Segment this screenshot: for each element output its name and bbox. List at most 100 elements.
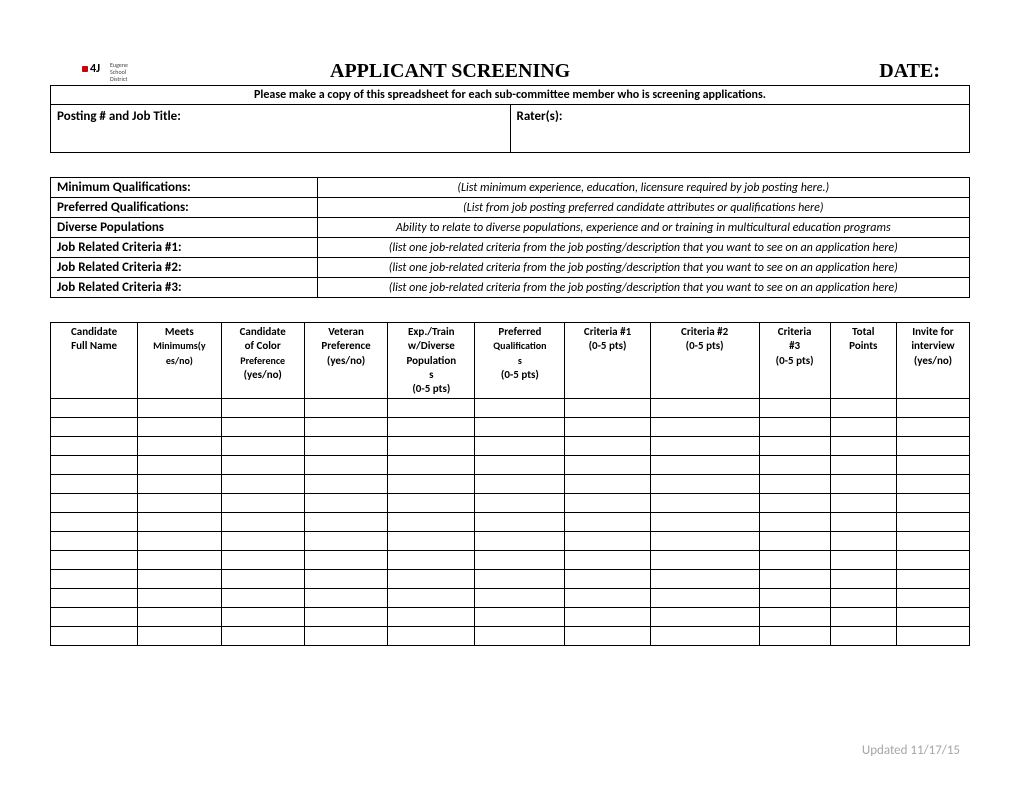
- table-cell: [830, 589, 896, 608]
- table-cell: [138, 494, 221, 513]
- table-cell: [304, 399, 387, 418]
- qualification-label: Job Related Criteria #3:: [51, 278, 318, 298]
- table-cell: [388, 513, 475, 532]
- table-cell: [51, 513, 138, 532]
- table-cell: [304, 627, 387, 646]
- table-cell: [830, 608, 896, 627]
- table-cell: [896, 494, 969, 513]
- qualification-row: Diverse PopulationsAbility to relate to …: [51, 218, 970, 238]
- table-cell: [475, 589, 565, 608]
- table-cell: [51, 418, 138, 437]
- table-cell: [896, 418, 969, 437]
- qualification-desc: Ability to relate to diverse populations…: [317, 218, 970, 238]
- table-cell: [475, 418, 565, 437]
- candidate-table: CandidateFull NameMeetsMinimums(yes/no)C…: [50, 322, 970, 646]
- table-cell: [759, 494, 830, 513]
- table-row: [51, 551, 970, 570]
- table-cell: [830, 418, 896, 437]
- table-cell: [304, 589, 387, 608]
- table-cell: [138, 589, 221, 608]
- table-cell: [565, 608, 650, 627]
- table-cell: [759, 532, 830, 551]
- logo-sub-text: EugeneSchoolDistrict: [110, 62, 128, 83]
- table-cell: [830, 399, 896, 418]
- raters-label: Rater(s):: [510, 105, 970, 153]
- table-cell: [51, 475, 138, 494]
- header-row: 4J EugeneSchoolDistrict APPLICANT SCREEN…: [50, 60, 970, 83]
- table-row: [51, 494, 970, 513]
- table-cell: [221, 513, 304, 532]
- date-label: DATE:: [879, 60, 940, 83]
- table-cell: [138, 456, 221, 475]
- table-cell: [475, 627, 565, 646]
- table-cell: [138, 399, 221, 418]
- table-cell: [830, 437, 896, 456]
- table-row: [51, 475, 970, 494]
- table-cell: [650, 627, 759, 646]
- qualification-label: Diverse Populations: [51, 218, 318, 238]
- qualification-row: Job Related Criteria #3:(list one job-re…: [51, 278, 970, 298]
- table-cell: [221, 551, 304, 570]
- column-header: Candidateof ColorPreference(yes/no): [221, 323, 304, 399]
- table-cell: [759, 608, 830, 627]
- table-cell: [475, 494, 565, 513]
- candidate-header-row: CandidateFull NameMeetsMinimums(yes/no)C…: [51, 323, 970, 399]
- table-cell: [221, 475, 304, 494]
- table-cell: [896, 589, 969, 608]
- table-cell: [759, 589, 830, 608]
- qualifications-table: Minimum Qualifications:(List minimum exp…: [50, 177, 970, 298]
- table-cell: [759, 456, 830, 475]
- table-cell: [650, 589, 759, 608]
- table-row: [51, 418, 970, 437]
- table-cell: [650, 437, 759, 456]
- table-cell: [304, 608, 387, 627]
- column-header: TotalPoints: [830, 323, 896, 399]
- table-cell: [51, 456, 138, 475]
- instruction-row: Please make a copy of this spreadsheet f…: [51, 86, 970, 105]
- table-cell: [304, 551, 387, 570]
- table-cell: [830, 627, 896, 646]
- table-cell: [475, 399, 565, 418]
- table-cell: [565, 456, 650, 475]
- instruction-text: Please make a copy of this spreadsheet f…: [51, 86, 970, 105]
- table-cell: [304, 418, 387, 437]
- table-cell: [388, 456, 475, 475]
- table-cell: [221, 456, 304, 475]
- table-cell: [565, 627, 650, 646]
- table-cell: [650, 456, 759, 475]
- table-row: [51, 532, 970, 551]
- column-header: Criteria#3(0-5 pts): [759, 323, 830, 399]
- table-row: [51, 608, 970, 627]
- table-cell: [565, 418, 650, 437]
- table-cell: [388, 475, 475, 494]
- posting-rater-row: Posting # and Job Title: Rater(s):: [51, 105, 970, 153]
- table-cell: [759, 418, 830, 437]
- qualification-label: Job Related Criteria #1:: [51, 238, 318, 258]
- table-cell: [650, 475, 759, 494]
- table-cell: [650, 494, 759, 513]
- table-cell: [304, 475, 387, 494]
- column-header: Criteria #1(0-5 pts): [565, 323, 650, 399]
- table-cell: [475, 608, 565, 627]
- table-cell: [138, 532, 221, 551]
- table-cell: [650, 608, 759, 627]
- table-cell: [896, 608, 969, 627]
- table-row: [51, 437, 970, 456]
- qualification-label: Minimum Qualifications:: [51, 178, 318, 198]
- table-cell: [896, 399, 969, 418]
- table-cell: [830, 494, 896, 513]
- table-cell: [388, 570, 475, 589]
- column-header: Exp./Trainw/DiversePopulations(0-5 pts): [388, 323, 475, 399]
- qualification-row: Minimum Qualifications:(List minimum exp…: [51, 178, 970, 198]
- posting-label: Posting # and Job Title:: [51, 105, 511, 153]
- table-cell: [650, 551, 759, 570]
- table-cell: [138, 437, 221, 456]
- district-logo: 4J EugeneSchoolDistrict: [90, 62, 150, 82]
- table-cell: [388, 494, 475, 513]
- column-header: PreferredQualifications(0-5 pts): [475, 323, 565, 399]
- table-cell: [565, 570, 650, 589]
- table-cell: [565, 532, 650, 551]
- page-title: APPLICANT SCREENING: [330, 60, 570, 83]
- qualification-desc: (List minimum experience, education, lic…: [317, 178, 970, 198]
- table-cell: [896, 627, 969, 646]
